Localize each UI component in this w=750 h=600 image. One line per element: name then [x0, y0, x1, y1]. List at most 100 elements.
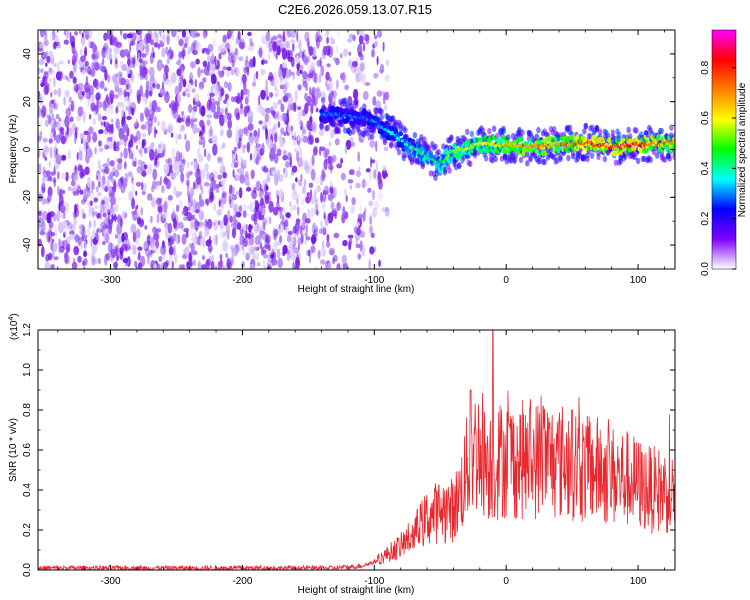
spectrogram-noise-cell — [375, 161, 378, 173]
spectrogram-noise-cell — [197, 261, 202, 269]
spectrogram-noise-cell — [104, 232, 110, 244]
spectrogram-noise-cell — [149, 148, 155, 161]
spectrogram-noise-cell — [131, 210, 137, 215]
spectrogram-noise-cell — [92, 230, 95, 240]
spectrogram-noise-cell — [212, 143, 218, 156]
spectrogram-noise-cell — [178, 221, 184, 229]
spectrogram-noise-cell — [82, 213, 86, 219]
spectrogram-noise-cell — [179, 74, 184, 83]
spectrogram-noise-cell — [81, 208, 84, 214]
spectrogram-noise-cell — [197, 87, 204, 92]
spectrogram-noise-cell — [107, 175, 113, 181]
spectrogram-noise-cell — [144, 98, 148, 105]
spectrogram-noise-cell — [221, 142, 226, 149]
spectrogram-noise-cell — [140, 30, 143, 39]
spectrogram-noise-cell — [120, 151, 123, 160]
spectrogram-noise-cell — [186, 261, 190, 269]
spectrogram-noise-cell — [210, 73, 217, 85]
spectrogram-noise-cell — [170, 72, 177, 84]
spectrogram-noise-cell — [39, 43, 44, 49]
spectrogram-noise-cell — [286, 40, 290, 49]
spectrogram-noise-cell — [358, 71, 363, 82]
spectrogram-noise-cell — [132, 160, 137, 167]
spectrogram-noise-cell — [93, 219, 96, 228]
spectrogram-noise-cell — [295, 150, 300, 162]
spectrogram-noise-cell — [122, 232, 129, 241]
spectrogram-noise-cell — [48, 236, 51, 244]
spectrogram-noise-cell — [175, 204, 180, 212]
spectrogram-noise-cell — [305, 74, 311, 82]
spectrogram-noise-cell — [255, 154, 260, 166]
spectrogram-noise-cell — [168, 254, 173, 264]
spectrogram-band-cell — [592, 146, 598, 152]
spectrogram-noise-cell — [207, 244, 213, 252]
spectrogram-noise-cell — [46, 83, 50, 88]
spectrogram-noise-cell — [291, 71, 294, 76]
spectrogram-noise-cell — [51, 113, 54, 121]
spectrogram-noise-cell — [111, 214, 114, 223]
spectrogram-noise-cell — [104, 49, 108, 58]
spectrogram-noise-cell — [226, 129, 233, 139]
spectrogram-noise-cell — [64, 201, 70, 213]
spectrogram-noise-cell — [135, 190, 138, 196]
spectrogram-noise-cell — [219, 219, 225, 226]
spectrogram-noise-cell — [194, 232, 197, 245]
spectrogram-noise-cell — [114, 169, 120, 178]
spectrogram-noise-cell — [328, 247, 335, 256]
spectrogram-noise-cell — [59, 213, 65, 219]
spectrogram-noise-cell — [384, 206, 390, 217]
spectrogram-noise-cell — [237, 30, 241, 41]
spectrogram-noise-cell — [368, 213, 374, 222]
spectrogram-halo-cell — [365, 129, 370, 137]
spectrogram-halo-cell — [654, 152, 660, 159]
spectrogram-noise-cell — [201, 264, 207, 269]
spectrogram-halo-cell — [616, 135, 622, 142]
spectrogram-halo-cell — [472, 149, 478, 156]
spectrogram-halo-cell — [669, 124, 674, 131]
spectrogram-noise-cell — [265, 79, 268, 86]
spectrogram-noise-cell — [314, 266, 317, 269]
spectrogram-noise-cell — [185, 231, 189, 238]
spectrogram-noise-cell — [55, 154, 62, 165]
spectrogram-noise-cell — [96, 173, 102, 182]
spectrogram-noise-cell — [66, 125, 69, 136]
y-tick-label: 0.0 — [22, 563, 33, 577]
spectrogram-noise-cell — [123, 177, 128, 189]
spectrogram-noise-cell — [356, 227, 361, 236]
spectrogram-noise-cell — [235, 173, 240, 181]
spectrogram-noise-cell — [310, 103, 314, 115]
spectrogram-noise-cell — [80, 55, 86, 63]
spectrogram-noise-cell — [80, 34, 86, 46]
spectrogram-noise-cell — [114, 94, 119, 99]
spectrogram-noise-cell — [138, 251, 141, 260]
spectrogram-noise-cell — [110, 118, 114, 123]
spectrogram-noise-cell — [74, 31, 78, 36]
spectrogram-noise-cell — [106, 43, 110, 52]
spectrogram-noise-cell — [158, 152, 165, 158]
spectrogram-noise-cell — [297, 157, 303, 168]
spectrogram-noise-cell — [174, 156, 177, 165]
spectrogram-noise-cell — [54, 225, 58, 238]
spectrogram-noise-cell — [167, 157, 173, 166]
spectrogram-halo-cell — [422, 136, 427, 143]
spectrogram-noise-cell — [42, 30, 47, 36]
spectrogram-noise-cell — [185, 179, 190, 187]
spectrogram-noise-cell — [45, 255, 49, 262]
spectrogram-noise-cell — [229, 82, 232, 91]
spectrogram-noise-cell — [49, 106, 54, 115]
spectrogram-noise-cell — [73, 87, 79, 93]
spectrogram-noise-cell — [67, 59, 71, 65]
spectrogram-noise-cell — [264, 234, 271, 244]
spectrogram-noise-cell — [209, 172, 215, 182]
spectrogram-halo-cell — [370, 133, 375, 140]
spectrogram-noise-cell — [109, 140, 114, 150]
spectrogram-noise-cell — [262, 36, 266, 45]
spectrogram-noise-cell — [228, 194, 232, 204]
spectrogram-noise-cell — [103, 130, 108, 136]
spectrogram-halo-cell — [635, 157, 641, 165]
spectrogram-noise-cell — [385, 59, 390, 67]
spectrogram-noise-cell — [218, 70, 224, 78]
spectrogram-noise-cell — [59, 205, 66, 213]
spectrogram-noise-cell — [283, 81, 289, 90]
spectrogram-noise-cell — [154, 30, 157, 39]
